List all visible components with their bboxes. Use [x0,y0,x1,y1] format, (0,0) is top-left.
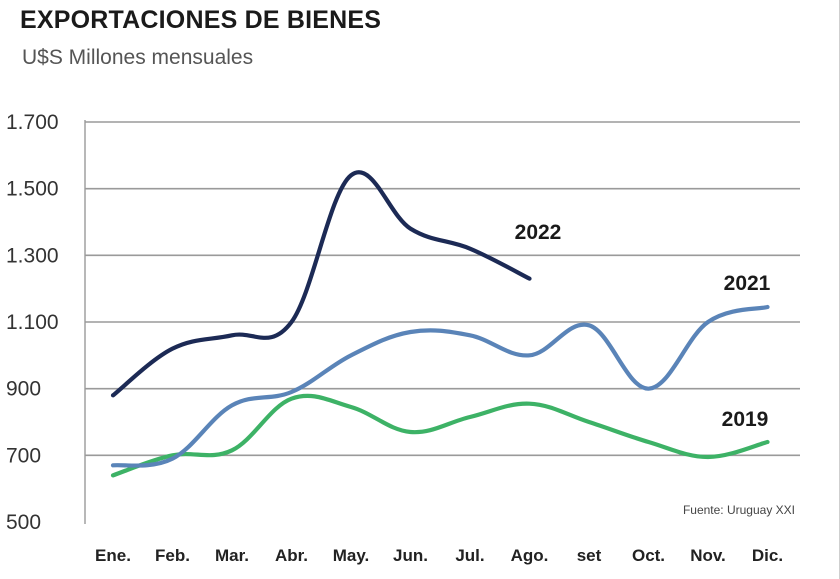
y-tick-label: 500 [6,511,41,534]
series-line-2021 [110,304,770,468]
series-line-2019 [110,393,770,478]
y-tick-label: 900 [6,378,41,401]
source-note: Fuente: Uruguay XXI [683,503,795,517]
chart-title: EXPORTACIONES DE BIENES [20,6,382,34]
y-tick-label: 1.700 [6,111,59,134]
series-label-2021: 2021 [724,272,771,295]
x-tick-label: Jul. [455,546,484,565]
grid-lines [85,121,800,457]
x-tick-label: Feb. [155,546,190,565]
x-tick-label: Jun. [393,546,428,565]
x-tick-label: Ene. [95,546,131,565]
series-labels: 2022 2021 2019 [515,221,771,431]
y-tick-label: 700 [6,444,41,467]
y-tick-label: 1.500 [6,178,59,201]
x-tick-label: Nov. [690,546,726,565]
x-tick-label: Abr. [275,546,308,565]
x-tick-label: Ago. [511,546,549,565]
y-tick-label: 1.300 [6,244,59,267]
series-lines [110,170,770,478]
series-line-2022 [110,170,532,398]
y-tick-label: 1.100 [6,311,59,334]
x-tick-label: Oct. [632,546,665,565]
x-tick-label: May. [333,546,370,565]
chart-subtitle: U$S Millones mensuales [22,46,254,69]
x-tick-labels: Ene. Feb. Mar. Abr. May. Jun. Jul. Ago. set Oct. N… [95,546,783,565]
x-tick-label: Dic. [752,546,783,565]
y-tick-labels: 500 700 900 1.100 1.300 1.500 1.700 [6,111,59,534]
x-tick-label: Mar. [215,546,249,565]
series-label-2022: 2022 [515,221,562,244]
series-label-2019: 2019 [722,408,769,431]
x-tick-label: set [577,546,602,565]
